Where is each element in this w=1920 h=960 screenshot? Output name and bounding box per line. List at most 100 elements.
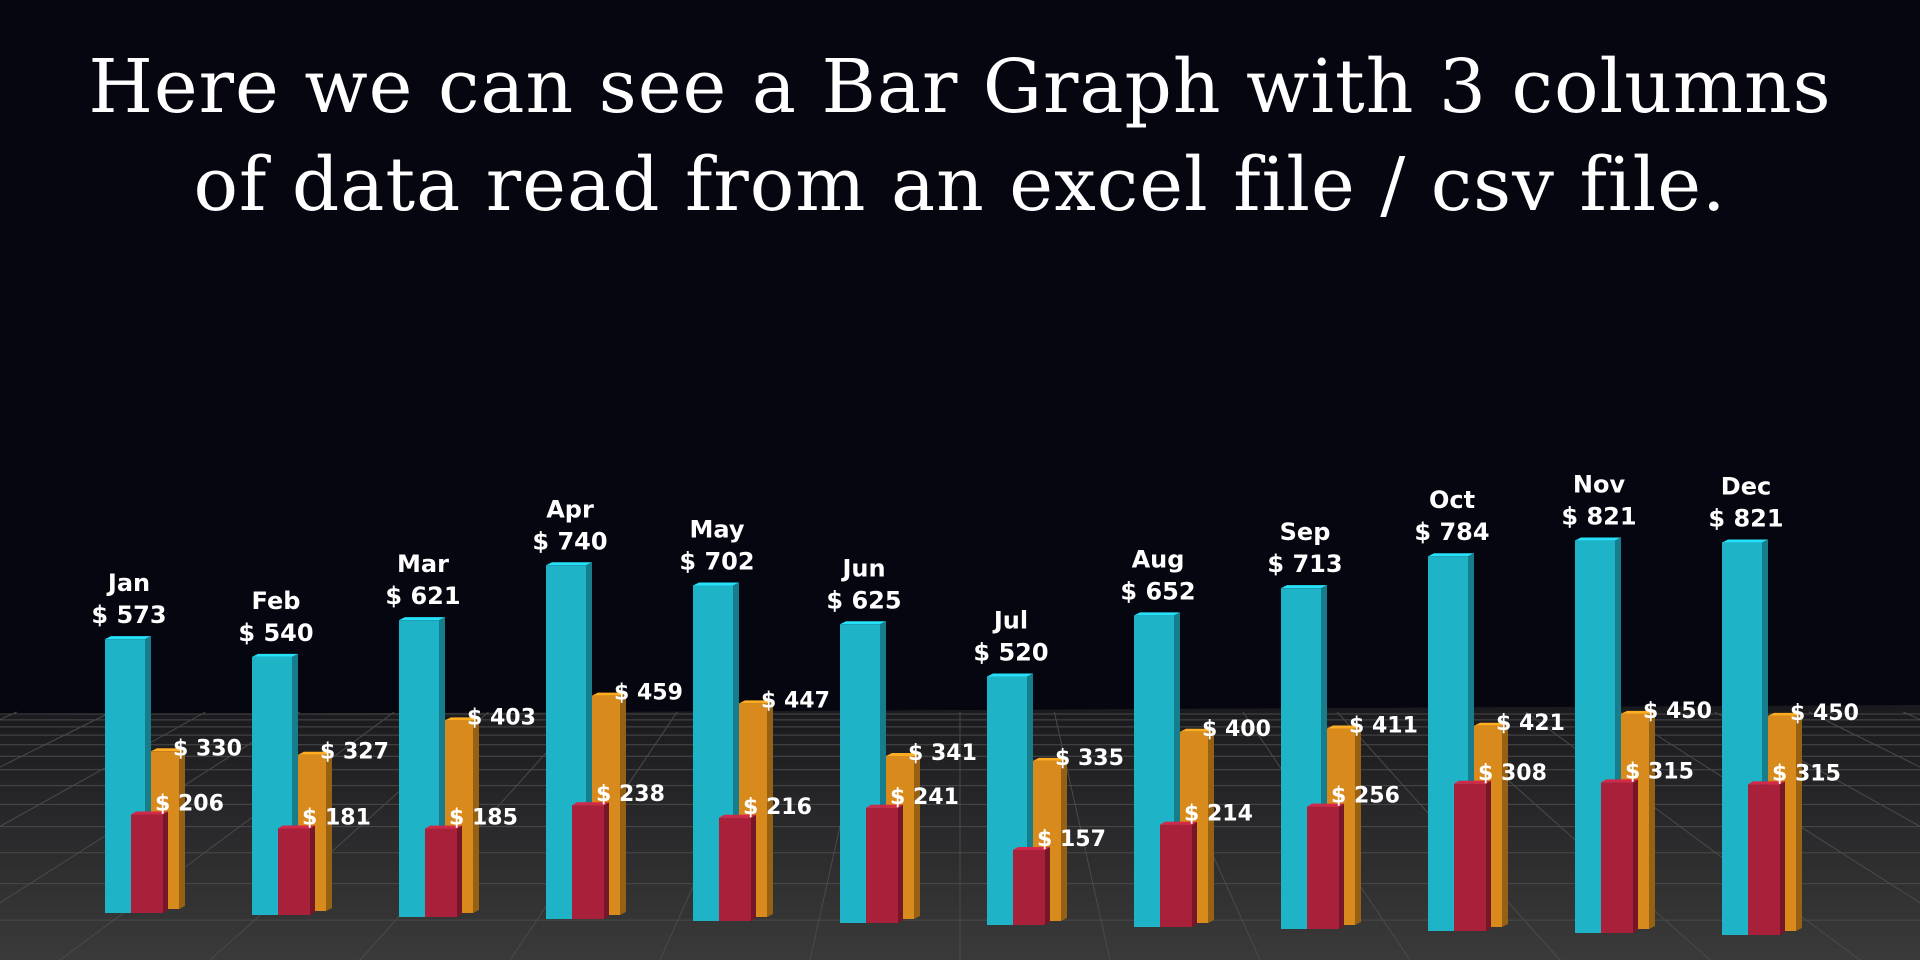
bar-red-may-side <box>751 814 756 921</box>
bar-red-apr-top <box>572 802 609 806</box>
value-label-teal-oct: $ 784 <box>1414 518 1489 546</box>
bar-red-may-front <box>719 817 751 921</box>
value-label-orange-dec: $ 450 <box>1790 701 1859 726</box>
value-label-red-apr: $ 238 <box>596 782 665 807</box>
bar-red-oct-top <box>1454 780 1491 784</box>
bar-red-aug-top <box>1160 821 1197 825</box>
bar-red-jan-front <box>131 814 163 913</box>
bar-red-apr-side <box>604 802 609 919</box>
bar-orange-apr-top <box>592 692 626 696</box>
bar-red-jan-side <box>163 811 168 913</box>
bar-orange-jul-side <box>1061 757 1067 921</box>
bar-red-feb-top <box>278 825 315 829</box>
bar-red-jun-side <box>898 804 903 923</box>
bar-teal-feb-top <box>252 653 298 657</box>
category-label-apr: Apr <box>546 495 594 523</box>
category-label-jul: Jul <box>992 606 1028 634</box>
bar-orange-jul-top <box>1033 757 1067 761</box>
bar-red-oct <box>1454 780 1491 931</box>
value-label-red-jan: $ 206 <box>155 792 224 817</box>
bar-teal-jul-top <box>987 673 1033 677</box>
bar-red-sep-top <box>1307 803 1344 807</box>
grid-line <box>1808 711 1920 768</box>
bar-red-nov-side <box>1633 779 1638 933</box>
bar-red-nov <box>1601 779 1638 933</box>
bar-red-jun-front <box>866 807 898 923</box>
bar-red-dec <box>1748 781 1785 935</box>
grid-line <box>0 711 301 904</box>
bar-orange-nov-side <box>1649 710 1655 929</box>
bar-red-may-top <box>719 814 756 818</box>
chart-title: Here we can see a Bar Graph with 3 colum… <box>0 38 1920 234</box>
value-label-orange-sep: $ 411 <box>1349 714 1418 739</box>
value-label-orange-oct: $ 421 <box>1496 711 1565 736</box>
value-label-orange-jan: $ 330 <box>173 736 242 761</box>
bar-teal-oct-top <box>1428 553 1474 557</box>
value-label-orange-apr: $ 459 <box>614 681 683 706</box>
value-label-red-aug: $ 214 <box>1184 802 1253 827</box>
bar-red-mar-front <box>425 828 457 917</box>
bar-red-mar <box>425 825 462 917</box>
bar-orange-dec-top <box>1768 712 1802 716</box>
bar-orange-may-top <box>739 700 773 704</box>
value-label-orange-feb: $ 327 <box>320 740 389 765</box>
bar-orange-apr-side <box>620 692 626 915</box>
bar-orange-mar-top <box>445 717 479 721</box>
category-label-sep: Sep <box>1280 518 1331 546</box>
value-label-teal-jan: $ 573 <box>91 601 166 629</box>
bar-teal-nov-top <box>1575 537 1621 541</box>
bar-red-dec-top <box>1748 781 1785 785</box>
category-label-aug: Aug <box>1132 545 1185 573</box>
bar-teal-aug-top <box>1134 612 1180 616</box>
bar-orange-jun-side <box>914 753 920 919</box>
data-labels-group: Jan $ 573 $ 330 $ 206 Feb $ 540 $ 327 $ 181 Mar $… <box>91 471 1858 852</box>
bar-red-nov-front <box>1601 782 1633 933</box>
bar-red-jul-side <box>1045 846 1050 925</box>
bar-red-may <box>719 814 756 921</box>
grid-line <box>1619 711 1920 904</box>
bar-red-aug-side <box>1192 821 1197 927</box>
bars-group <box>105 537 1802 935</box>
category-label-may: May <box>690 515 745 543</box>
bar-red-oct-side <box>1486 780 1491 931</box>
bar-orange-oct-side <box>1502 722 1508 927</box>
bar-orange-feb-top <box>298 751 332 755</box>
value-label-orange-mar: $ 403 <box>467 705 536 730</box>
bar-orange-feb-side <box>326 751 332 911</box>
bar-red-apr <box>572 802 609 919</box>
value-label-teal-sep: $ 713 <box>1267 550 1342 578</box>
value-label-red-sep: $ 256 <box>1331 784 1400 809</box>
value-label-teal-jul: $ 520 <box>973 638 1048 666</box>
value-label-orange-aug: $ 400 <box>1202 717 1271 742</box>
bar-red-jul-front <box>1013 849 1045 925</box>
bar-orange-may-side <box>767 700 773 917</box>
value-label-teal-feb: $ 540 <box>238 619 313 647</box>
bar-red-jul-top <box>1013 846 1050 850</box>
bar-orange-jun-top <box>886 753 920 757</box>
chart-title-line-2: of data read from an excel file / csv fi… <box>193 142 1727 228</box>
value-label-teal-aug: $ 652 <box>1120 577 1195 605</box>
bar-red-feb-side <box>310 825 315 915</box>
value-label-red-nov: $ 315 <box>1625 759 1694 784</box>
bar-red-sep-front <box>1307 806 1339 929</box>
bar-orange-mar-side <box>473 717 479 913</box>
bar-orange-jan-side <box>179 748 185 909</box>
bar-orange-aug-side <box>1208 728 1214 923</box>
bar-red-jun-top <box>866 804 903 808</box>
chart-title-line-1: Here we can see a Bar Graph with 3 colum… <box>88 44 1832 130</box>
bar-red-feb-front <box>278 828 310 915</box>
value-label-red-feb: $ 181 <box>302 805 371 830</box>
bar-red-feb <box>278 825 315 915</box>
category-label-mar: Mar <box>397 550 449 578</box>
category-label-feb: Feb <box>252 587 301 615</box>
bar-red-dec-side <box>1780 781 1785 935</box>
bar-red-oct-front <box>1454 783 1486 931</box>
bar-orange-dec-side <box>1796 712 1802 931</box>
bar-teal-apr-top <box>546 562 592 566</box>
value-label-orange-may: $ 447 <box>761 688 830 713</box>
bar-red-jul <box>1013 846 1050 925</box>
value-label-red-oct: $ 308 <box>1478 761 1547 786</box>
category-label-nov: Nov <box>1573 471 1626 499</box>
category-label-jan: Jan <box>106 569 150 597</box>
